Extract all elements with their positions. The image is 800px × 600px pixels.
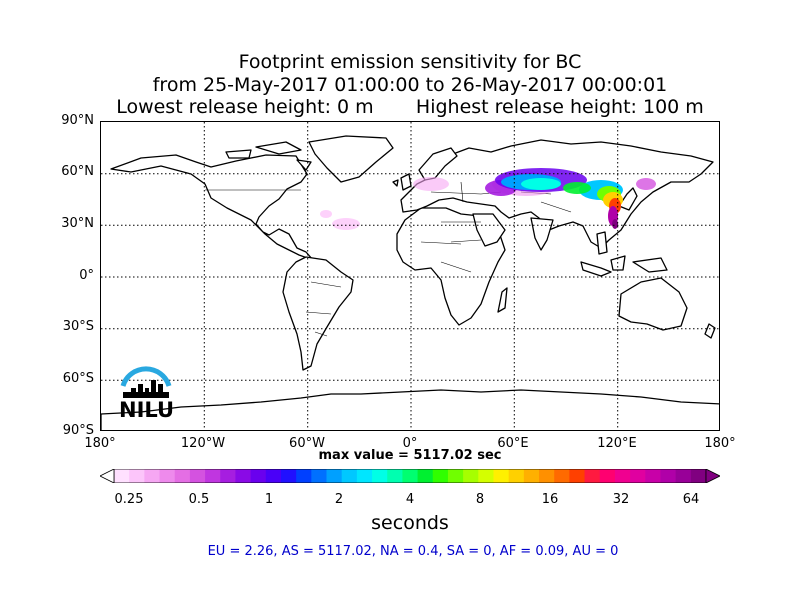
colorbar-cell — [614, 469, 631, 483]
colorbar-cell — [311, 469, 328, 483]
lat-label-30n: 30°N — [61, 216, 94, 231]
colorbar-tick-16: 16 — [541, 492, 559, 507]
region-stats: EU = 2.26, AS = 5117.02, NA = 0.4, SA = … — [207, 544, 619, 559]
colorbar-cell — [493, 469, 510, 483]
colorbar-tick-2: 2 — [334, 492, 344, 507]
madagascar-landmass — [497, 287, 508, 313]
antarctica-landmass — [101, 389, 719, 430]
lon-label-120e: 120°E — [597, 436, 637, 451]
colorbar-cell — [280, 469, 297, 483]
max-value-label: max value = 5117.02 sec — [318, 448, 502, 463]
colorbar-cell — [296, 469, 312, 483]
lon-label-60e: 60°E — [497, 436, 529, 451]
colorbar-cell — [326, 469, 343, 483]
colorbar-cell — [584, 469, 601, 483]
colorbar-cell — [432, 469, 449, 483]
colorbar-tick-0.25: 0.25 — [114, 492, 144, 507]
lat-label-90s: 90°S — [62, 423, 94, 438]
colorbar-cell — [599, 469, 616, 483]
colorbar-cell — [690, 469, 707, 483]
colorbar-cell — [645, 469, 661, 483]
colorbar-cell — [675, 469, 692, 483]
chart-title-line-3: Lowest release height: 0 m Highest relea… — [116, 96, 704, 118]
world-map-svg — [101, 122, 719, 430]
colorbar-cell — [129, 469, 145, 483]
colorbar-cell — [372, 469, 388, 483]
south-america-landmass — [282, 256, 354, 371]
chart-title-line-1: Footprint emission sensitivity for BC — [238, 51, 582, 73]
colorbar-cell — [265, 469, 282, 483]
arctic-islands — [225, 141, 312, 171]
lat-label-0: 0° — [79, 268, 94, 283]
colorbar-cell — [144, 469, 161, 483]
colorbar-cell — [114, 469, 130, 483]
lat-label-30s: 30°S — [62, 319, 94, 334]
colorbar-cell — [356, 469, 373, 483]
british-isles-landmass — [392, 173, 412, 191]
greenland-landmass — [308, 135, 394, 183]
australia-landmass — [618, 277, 688, 331]
colorbar-tick-4: 4 — [405, 492, 415, 507]
colorbar-cell — [235, 469, 252, 483]
lat-label-90n: 90°N — [61, 113, 94, 128]
lat-label-60s: 60°S — [62, 371, 94, 386]
colorbar-cell — [417, 469, 434, 483]
colorbar-cell — [387, 469, 403, 483]
colorbar-tick-8: 8 — [475, 492, 485, 507]
colorbar-cell — [539, 469, 555, 483]
colorbar-tick-0.5: 0.5 — [188, 492, 210, 507]
lon-label-120w: 120°W — [180, 436, 226, 451]
colorbar-tick-1: 1 — [264, 492, 274, 507]
colorbar-tick-32: 32 — [612, 492, 630, 507]
north-america-landmass — [110, 154, 314, 261]
colorbar-cell — [523, 469, 540, 483]
new-zealand-landmass — [704, 323, 716, 339]
colorbar-cell — [341, 469, 358, 483]
chart-title-line-2: from 25-May-2017 01:00:00 to 26-May-2017… — [152, 74, 668, 96]
lon-label-60w: 60°W — [289, 436, 325, 451]
nilu-logo-graphic — [120, 366, 172, 398]
colorbar-cell — [402, 469, 419, 483]
india-landmass — [530, 217, 554, 251]
colorbar-label: seconds — [371, 512, 449, 534]
colorbar-cell — [554, 469, 570, 483]
southeast-asia-islands — [580, 231, 668, 277]
lon-label-0: 0° — [402, 436, 418, 451]
lon-label-180e: 180° — [704, 436, 736, 451]
colorbar-cell — [174, 469, 191, 483]
colorbar-cell — [189, 469, 206, 483]
colorbar — [100, 469, 720, 483]
colorbar-cell — [250, 469, 267, 483]
japan-landmass — [618, 187, 638, 211]
world-map — [100, 121, 720, 431]
colorbar-cell — [159, 469, 176, 483]
colorbar-tick-64: 64 — [682, 492, 700, 507]
colorbar-low-extend — [100, 469, 115, 483]
colorbar-cell — [630, 469, 646, 483]
colorbar-high-extend — [705, 469, 720, 483]
colorbar-cell — [569, 469, 586, 483]
colorbar-cell — [220, 469, 236, 483]
colorbar-cell — [660, 469, 677, 483]
colorbar-cell — [447, 469, 464, 483]
colorbar-cell — [463, 469, 479, 483]
lat-label-60n: 60°N — [61, 164, 94, 179]
colorbar-cell — [205, 469, 221, 483]
colorbar-cell — [508, 469, 525, 483]
africa-landmass — [396, 207, 506, 326]
lon-label-180w: 180° — [84, 436, 116, 451]
colorbar-cell — [478, 469, 494, 483]
nilu-logo-text: NILU — [119, 398, 175, 422]
map-gridlines — [101, 122, 719, 430]
